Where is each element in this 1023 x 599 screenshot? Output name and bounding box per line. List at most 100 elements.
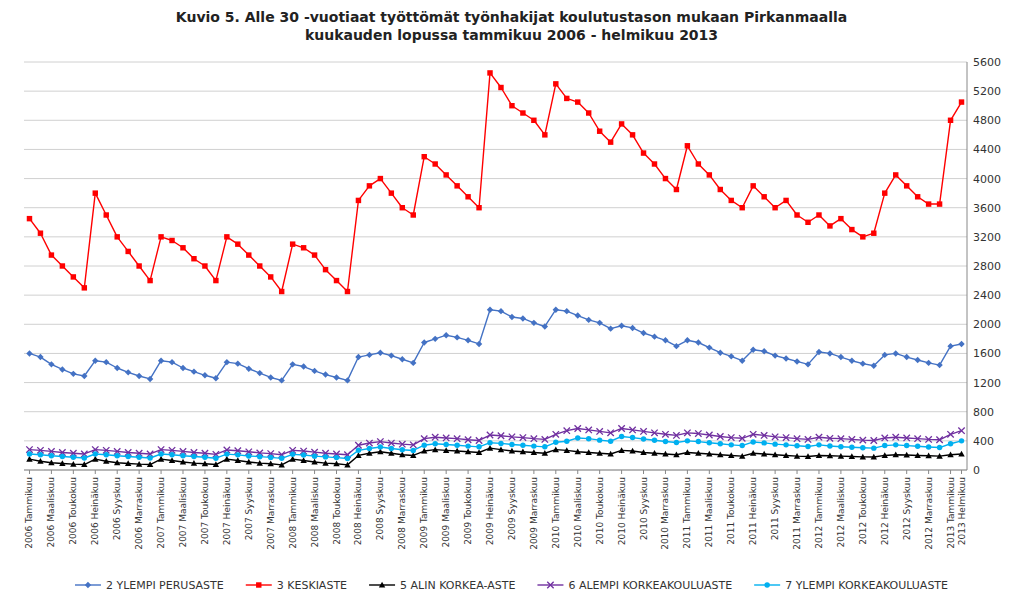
marker xyxy=(443,172,448,177)
x-tick xyxy=(204,470,205,474)
marker xyxy=(805,361,811,367)
marker xyxy=(213,375,219,381)
x-tick xyxy=(884,470,885,474)
x-tick-label: 2012 Maaliskuu xyxy=(836,477,846,548)
marker xyxy=(268,455,273,460)
marker xyxy=(619,434,624,439)
legend: 2 YLEMPI PERUSASTE3 KESKIASTE5 ALIN KORK… xyxy=(75,579,948,592)
marker xyxy=(333,374,339,380)
y-tick-label: 1200 xyxy=(973,377,1001,390)
marker xyxy=(838,354,844,360)
marker xyxy=(827,453,833,459)
marker xyxy=(311,459,317,465)
x-tick-label: 2009 Marraskuu xyxy=(529,477,539,550)
marker xyxy=(860,437,866,443)
marker xyxy=(608,139,613,144)
marker xyxy=(597,437,602,442)
legend-label: 6 ALEMPI KORKEAKOULUASTE xyxy=(568,579,732,592)
x-tick xyxy=(468,470,469,474)
x-tick-label: 2007 Maaliskuu xyxy=(178,477,188,548)
x-tick xyxy=(840,470,841,474)
x-tick-label: 2008 Toukokuu xyxy=(332,477,342,545)
x-tick xyxy=(117,470,118,474)
marker xyxy=(904,443,909,448)
x-tick-label: 2011 Toukokuu xyxy=(726,477,736,545)
marker xyxy=(202,455,207,460)
marker xyxy=(750,431,756,437)
x-tick xyxy=(818,470,819,474)
marker xyxy=(706,344,712,350)
grid-line xyxy=(24,236,967,237)
marker xyxy=(312,252,317,257)
marker xyxy=(761,432,767,438)
marker xyxy=(103,359,109,365)
marker xyxy=(191,368,197,374)
x-tick xyxy=(753,470,754,474)
marker xyxy=(586,427,592,433)
marker xyxy=(454,448,460,454)
legend-item: 5 ALIN KORKEA-ASTE xyxy=(369,579,515,592)
marker xyxy=(257,263,262,268)
marker xyxy=(948,118,953,123)
marker xyxy=(915,194,920,199)
grid-line xyxy=(24,120,967,121)
marker xyxy=(630,132,635,137)
marker xyxy=(345,456,350,461)
marker xyxy=(224,234,229,239)
marker xyxy=(958,427,964,433)
marker xyxy=(652,161,657,166)
grid xyxy=(24,62,967,470)
marker xyxy=(849,445,854,450)
x-tick-label: 2006 Marraskuu xyxy=(134,477,144,550)
marker xyxy=(125,369,131,375)
marker xyxy=(925,436,931,442)
marker xyxy=(246,252,251,257)
x-tick-label: 2012 Syyskuu xyxy=(902,477,912,540)
marker xyxy=(476,341,482,347)
marker xyxy=(400,447,405,452)
marker xyxy=(849,358,855,364)
marker xyxy=(147,278,152,283)
x-tick-label: 2012 Marraskuu xyxy=(924,477,934,550)
x-tick-label: 2011 Syyskuu xyxy=(770,477,780,540)
x-tick-label: 2010 Tammikuu xyxy=(551,477,561,549)
x-tick xyxy=(380,470,381,474)
x-tick xyxy=(424,470,425,474)
x-tick-label: 2007 Tammikuu xyxy=(156,477,166,549)
marker xyxy=(443,442,448,447)
marker xyxy=(344,462,350,468)
x-tick xyxy=(511,470,512,474)
marker xyxy=(93,451,98,456)
marker xyxy=(465,437,471,443)
marker xyxy=(860,360,866,366)
marker xyxy=(520,434,526,440)
series xyxy=(26,445,964,468)
marker xyxy=(202,263,207,268)
marker xyxy=(389,446,394,451)
marker xyxy=(454,183,459,188)
marker xyxy=(575,99,580,104)
x-tick-label: 2010 Syyskuu xyxy=(639,477,649,540)
marker xyxy=(136,455,141,460)
marker xyxy=(542,323,548,329)
background xyxy=(0,0,1023,599)
marker xyxy=(180,245,185,250)
marker xyxy=(618,447,624,453)
marker xyxy=(114,460,120,466)
legend-item: 3 KESKIASTE xyxy=(246,579,347,592)
x-tick xyxy=(270,470,271,474)
marker xyxy=(509,434,515,440)
marker xyxy=(93,190,98,195)
marker xyxy=(937,201,942,206)
marker xyxy=(728,452,734,458)
marker xyxy=(717,350,723,356)
marker xyxy=(422,443,427,448)
marker xyxy=(630,435,635,440)
marker xyxy=(607,325,613,331)
marker xyxy=(914,435,920,441)
marker xyxy=(663,439,668,444)
marker xyxy=(629,448,635,454)
marker xyxy=(520,110,525,115)
marker xyxy=(674,440,679,445)
marker xyxy=(586,449,592,455)
